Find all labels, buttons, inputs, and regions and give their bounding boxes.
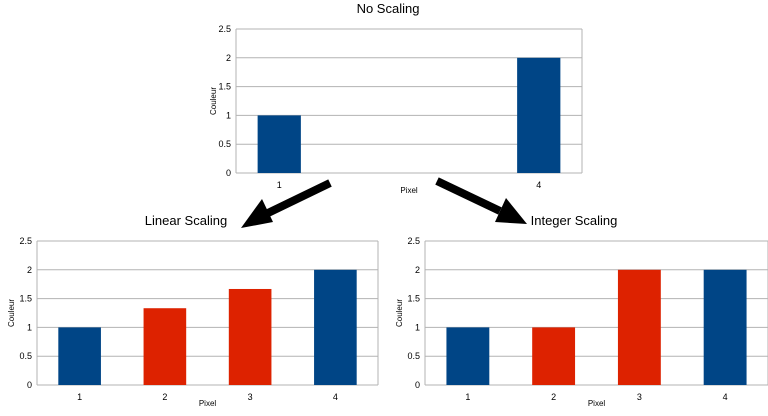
y-tick-label: 0 [226,168,231,178]
bar [446,327,490,385]
chart-title: Linear Scaling [145,213,227,228]
y-tick-label: 1 [415,322,420,332]
bar [228,288,272,385]
bar [517,57,561,173]
chart-title: Integer Scaling [531,213,618,228]
x-tick-label: 4 [723,392,728,402]
x-tick-label: 3 [248,392,253,402]
chart-0: No Scaling 0 0.5 1 1.5 2 2.5 1 4 Pixel Couleur [209,1,583,195]
x-tick-label: 1 [277,180,282,190]
y-tick-label: 0.5 [218,139,231,149]
bar [143,308,187,385]
chart-2: Integer Scaling 0 0.5 1 1.5 2 2.5 1 2 3 4 Pixel Coul… [395,213,768,408]
chart-1: Linear Scaling 0 0.5 1 1.5 2 2.5 1 2 3 4 Pixel Coule… [7,213,379,408]
x-tick-label: 4 [536,180,541,190]
x-axis-title: Pixel [400,186,418,195]
y-tick-label: 2 [27,265,32,275]
arrow-right-icon [435,177,527,224]
y-tick-label: 0.5 [19,351,32,361]
bar [703,269,747,385]
y-axis-title: Couleur [395,299,404,327]
y-tick-label: 1.5 [407,294,420,304]
x-tick-label: 2 [162,392,167,402]
x-tick-label: 1 [465,392,470,402]
bar [314,269,357,385]
y-tick-label: 1.5 [19,294,32,304]
y-tick-label: 0 [415,380,420,390]
x-axis-title: Pixel [199,399,217,408]
arrow-right-shaft [435,177,502,215]
y-tick-label: 0.5 [407,351,420,361]
arrow-left-head [241,199,273,228]
bar [532,327,576,385]
y-tick-label: 1 [27,322,32,332]
x-axis-title: Pixel [588,399,606,408]
x-tick-label: 1 [77,392,82,402]
y-tick-label: 1 [226,110,231,120]
bar [58,327,101,385]
y-axis-title: Couleur [209,87,218,115]
y-tick-label: 2.5 [218,24,231,34]
y-tick-label: 2 [415,265,420,275]
arrow-right-head [495,198,527,224]
bar [257,115,301,173]
x-tick-label: 4 [333,392,338,402]
arrow-left-icon [241,179,332,228]
arrow-left-shaft [266,179,332,217]
y-tick-label: 0 [27,380,32,390]
y-tick-label: 1.5 [218,82,231,92]
chart-title: No Scaling [357,1,420,16]
y-axis-title: Couleur [7,299,16,327]
x-tick-label: 3 [637,392,642,402]
y-tick-label: 2 [226,53,231,63]
y-tick-label: 2.5 [407,236,420,246]
bar [617,269,661,385]
x-tick-label: 2 [551,392,556,402]
y-tick-label: 2.5 [19,236,32,246]
